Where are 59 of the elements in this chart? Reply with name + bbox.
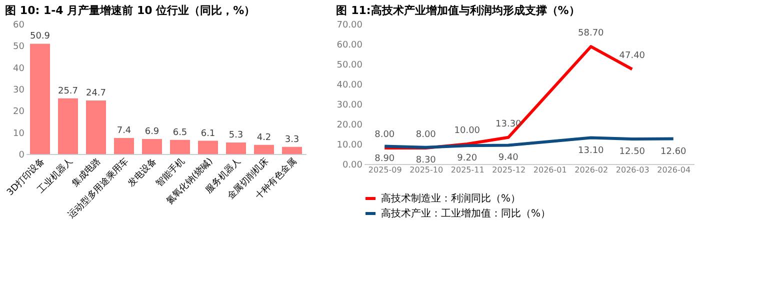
legend-label: 高技术制造业：利润同比（%） (381, 192, 521, 204)
bar (142, 139, 162, 154)
bar (282, 146, 302, 154)
y-tick-label: 0.00 (342, 160, 363, 170)
bar (58, 98, 78, 154)
data-label: 9.20 (457, 154, 478, 164)
x-tick-label: 2025-12 (492, 166, 526, 174)
data-label: 47.40 (619, 51, 646, 62)
y-tick-label: 20.00 (336, 120, 363, 130)
y-tick-label: 20 (13, 107, 25, 118)
x-tick-label: 2026-02 (574, 166, 608, 174)
bar (198, 140, 218, 154)
chart-title: 图 10: 1-4 月产量增速前 10 位行业（同比，%） (5, 4, 256, 17)
bar (170, 140, 190, 154)
data-label: 7.4 (116, 126, 132, 136)
data-label: 8.30 (416, 155, 436, 166)
data-label: 50.9 (30, 32, 50, 42)
bar (254, 144, 274, 154)
y-tick-label: 70.00 (336, 20, 363, 30)
bar (30, 44, 50, 154)
x-tick-label: 2025-11 (450, 166, 484, 174)
data-label: 12.60 (660, 146, 687, 157)
data-label: 6.5 (172, 128, 188, 138)
data-label: 5.3 (228, 130, 244, 141)
data-label: 13.10 (578, 146, 604, 156)
y-tick-label: 10 (13, 128, 25, 139)
data-label: 10.00 (454, 126, 480, 136)
data-label: 25.7 (58, 86, 78, 96)
x-tick-label: 2026-01 (533, 166, 567, 174)
data-label: 8.90 (374, 154, 395, 164)
data-label: 6.1 (200, 128, 216, 139)
bar (226, 142, 246, 154)
bar (114, 138, 134, 154)
y-tick-label: 30.00 (336, 100, 363, 110)
y-tick-label: 40.00 (336, 80, 363, 90)
y-tick-label: 40 (13, 64, 25, 74)
x-tick-label: 2025-09 (368, 166, 402, 174)
data-label: 12.50 (619, 147, 646, 157)
data-label: 8.00 (374, 130, 395, 140)
y-tick-label: 0 (18, 150, 25, 160)
y-tick-label: 10.00 (336, 140, 363, 150)
y-tick-label: 30 (13, 86, 25, 96)
bar (86, 100, 106, 154)
x-tick-label: 2026-04 (657, 166, 691, 174)
chart-title: 图 11:高技术产业增加值与利润均形成支撑（%） (336, 4, 580, 17)
data-label: 24.7 (86, 88, 106, 98)
y-tick-label: 50 (13, 42, 25, 52)
legend-label: 高技术产业：工业增加值：同比（%） (381, 208, 551, 220)
data-label: 4.2 (256, 132, 272, 143)
y-tick-label: 50.00 (336, 60, 363, 70)
data-label: 3.3 (284, 134, 300, 145)
y-tick-label: 60.00 (336, 40, 363, 50)
y-tick-label: 60 (13, 20, 25, 30)
x-tick-label: 2025-10 (410, 166, 444, 174)
data-label: 6.9 (144, 127, 160, 138)
x-tick-label: 2026-03 (616, 166, 650, 174)
data-label: 9.40 (498, 153, 519, 164)
data-label: 8.00 (416, 130, 436, 140)
data-label: 58.70 (578, 28, 604, 39)
